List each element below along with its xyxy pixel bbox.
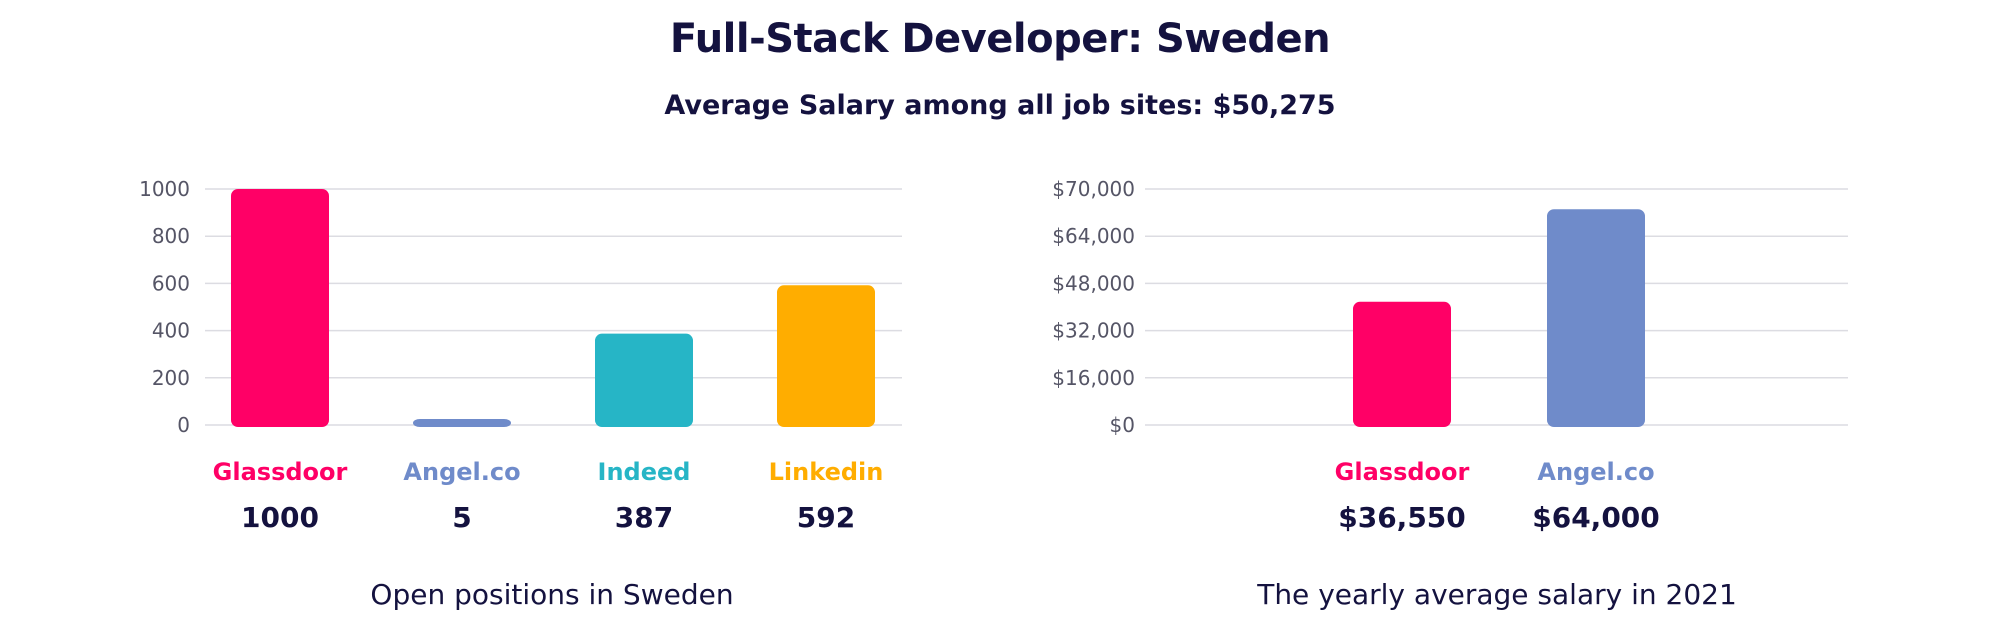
category-label: Linkedin <box>769 458 884 486</box>
value-label: $64,000 <box>1532 501 1660 534</box>
category-label: Glassdoor <box>1335 458 1470 486</box>
bar-indeed <box>595 333 693 427</box>
bar-glassdoor <box>1353 301 1451 427</box>
open-positions-chart: 0 200 400 600 800 1000 Glassdoor 1000 Angel.co 5 I… <box>139 177 902 534</box>
salary-chart: $0 $16,000 $32,000 $48,000 $64,000 $70,000 Gla… <box>1052 177 1848 534</box>
category-label: Angel.co <box>1537 458 1654 486</box>
y-tick-label: $16,000 <box>1052 366 1135 390</box>
y-tick-label: 200 <box>152 366 190 390</box>
salary-caption: The yearly average salary in 2021 <box>1257 578 1737 611</box>
category-label: Glassdoor <box>213 458 348 486</box>
y-tick-label: 800 <box>152 224 190 248</box>
value-label: $36,550 <box>1338 501 1466 534</box>
y-tick-label: 400 <box>152 319 190 343</box>
open-positions-caption: Open positions in Sweden <box>370 578 734 611</box>
category-label: Angel.co <box>403 458 520 486</box>
chart-title: Full-Stack Developer: Sweden <box>669 16 1331 62</box>
value-label: 1000 <box>241 501 319 534</box>
bar-angelco <box>413 419 511 427</box>
chart-subtitle: Average Salary among all job sites: $50,… <box>664 90 1336 121</box>
bar-linkedin <box>777 285 875 427</box>
value-label: 5 <box>452 501 471 534</box>
y-tick-label: 1000 <box>139 177 190 201</box>
y-tick-label: $64,000 <box>1052 224 1135 248</box>
value-label: 387 <box>615 501 673 534</box>
y-tick-label: $0 <box>1110 413 1135 437</box>
value-label: 592 <box>797 501 855 534</box>
y-tick-label: 600 <box>152 271 190 295</box>
category-label: Indeed <box>598 458 691 486</box>
y-tick-label: $32,000 <box>1052 319 1135 343</box>
bar-angelco <box>1547 209 1645 427</box>
y-tick-label: $48,000 <box>1052 271 1135 295</box>
bar-glassdoor <box>231 189 329 427</box>
y-tick-label: 0 <box>177 413 190 437</box>
y-tick-label: $70,000 <box>1052 177 1135 201</box>
